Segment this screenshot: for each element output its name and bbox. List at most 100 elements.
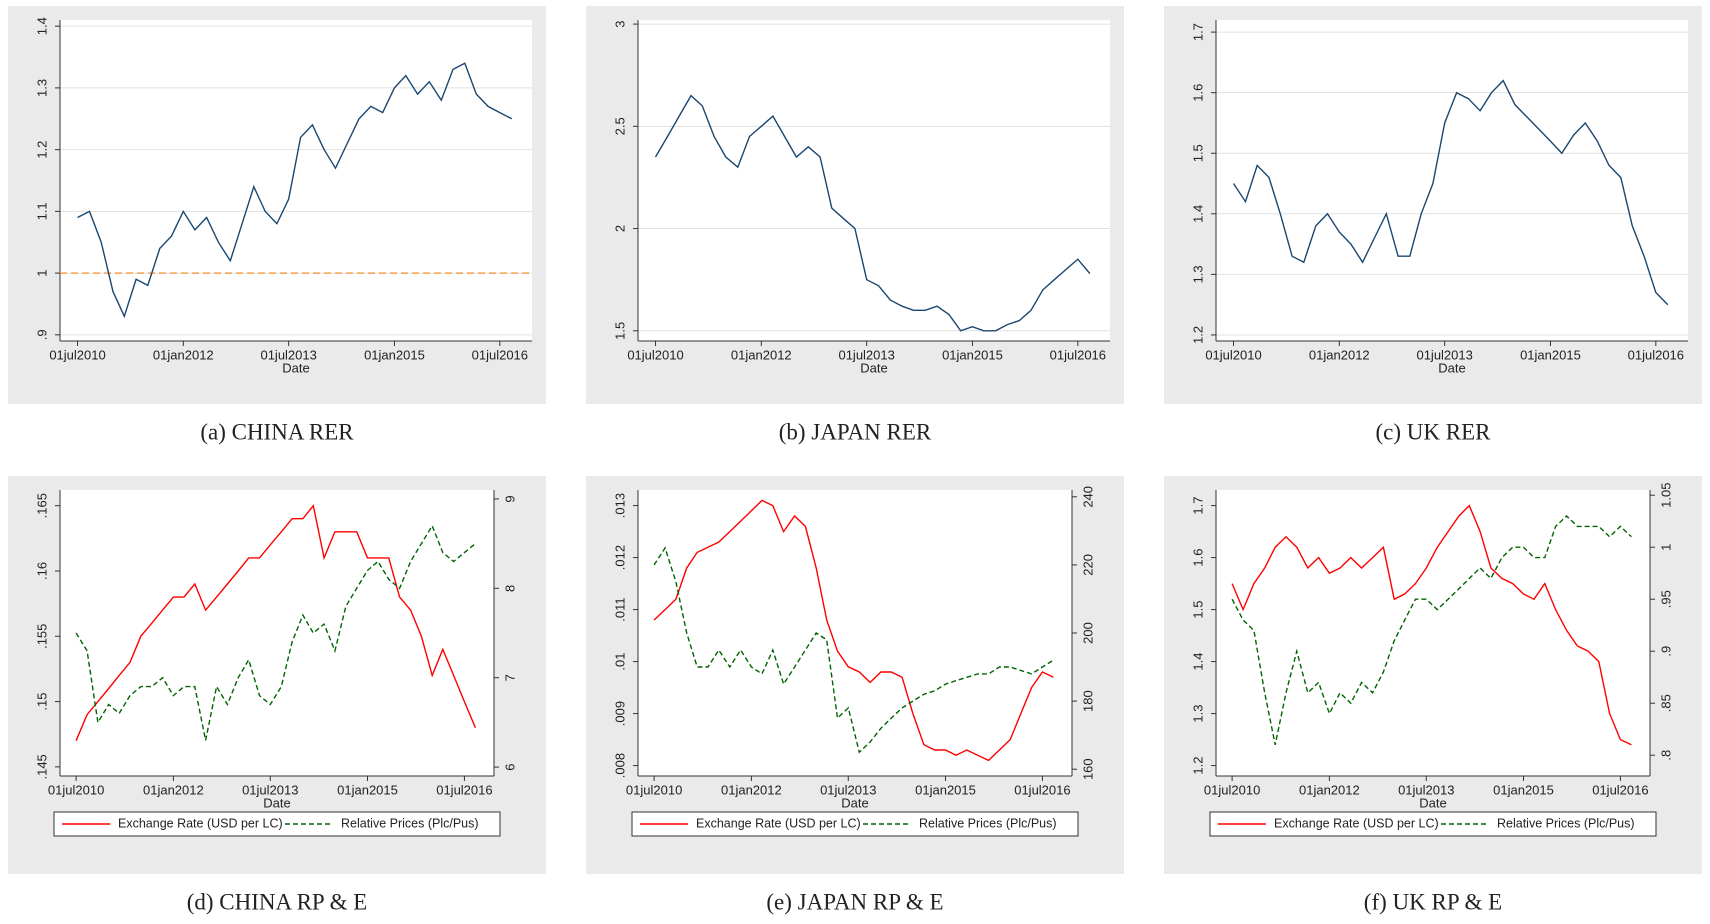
y-tick-label: 2.5	[612, 117, 627, 135]
y-tick-label: 1.3	[1190, 705, 1205, 723]
y2-tick-label: 1	[1658, 544, 1673, 551]
x-tick-label: 01jul2010	[48, 782, 104, 797]
y2-tick-label: 220	[1080, 554, 1095, 576]
legend-label: Exchange Rate (USD per LC)	[696, 816, 861, 830]
x-tick-label: 01jul2016	[436, 782, 492, 797]
y2-tick-label: .8	[1658, 750, 1673, 761]
y-tick-label: .155	[34, 624, 49, 649]
y-tick-label: .15	[34, 693, 49, 711]
caption: (d) CHINA RP & E	[187, 889, 368, 914]
y-tick-label: 1.4	[1190, 653, 1205, 671]
y-tick-label: 1.6	[1190, 549, 1205, 567]
x-axis-title: Date	[1438, 360, 1465, 375]
y-tick-label: 3	[612, 20, 627, 27]
x-tick-label: 01jul2010	[627, 347, 683, 362]
x-tick-label: 01jul2010	[1204, 782, 1260, 797]
series-line	[1231, 515, 1632, 745]
y2-tick-label: 8	[502, 585, 517, 592]
x-tick-label: 01jul2013	[242, 782, 298, 797]
plot-area	[60, 490, 494, 776]
x-axis-title: Date	[282, 360, 309, 375]
y-tick-label: .009	[612, 701, 627, 726]
legend-label: Exchange Rate (USD per LC)	[1274, 816, 1439, 830]
plot-area	[638, 490, 1072, 776]
x-tick-label: 01jul2016	[1592, 782, 1648, 797]
y-tick-label: .011	[612, 597, 627, 621]
x-tick-label: 01jul2013	[1416, 347, 1472, 362]
y2-tick-label: 180	[1080, 690, 1095, 712]
y2-tick-label: 200	[1080, 622, 1095, 644]
x-tick-label: 01jan2012	[731, 347, 792, 362]
plot-area	[60, 20, 532, 341]
y-tick-label: 2	[612, 225, 627, 232]
x-tick-label: 01jul2013	[260, 347, 316, 362]
x-tick-label: 01jan2015	[942, 347, 1003, 362]
y-tick-label: 1.2	[1190, 757, 1205, 775]
x-tick-label: 01jul2016	[1014, 782, 1070, 797]
legend-label: Exchange Rate (USD per LC)	[118, 816, 283, 830]
caption: (b) JAPAN RER	[779, 419, 932, 444]
caption: (c) UK RER	[1376, 419, 1492, 444]
y2-tick-label: 6	[502, 763, 517, 770]
y-tick-label: 1.4	[1190, 205, 1205, 223]
x-axis-title: Date	[1419, 795, 1446, 810]
y2-tick-label: .85	[1658, 694, 1673, 712]
series-line	[653, 546, 1054, 754]
legend-label: Relative Prices (Plc/Pus)	[1497, 816, 1635, 830]
series-line	[653, 499, 1054, 762]
y-tick-label: 1.7	[1190, 497, 1205, 515]
legend-box	[53, 811, 501, 837]
x-tick-label: 01jan2012	[721, 782, 782, 797]
x-tick-label: 01jan2012	[143, 782, 204, 797]
y-tick-label: 1.5	[1190, 601, 1205, 619]
y-tick-label: 1.2	[34, 141, 49, 159]
x-tick-label: 01jan2012	[153, 347, 214, 362]
x-tick-label: 01jan2015	[364, 347, 425, 362]
plot-area	[638, 20, 1110, 341]
y2-tick-label: 160	[1080, 758, 1095, 780]
y-tick-label: 1.2	[1190, 326, 1205, 344]
y-tick-label: .01	[612, 653, 627, 671]
y-tick-label: 1.1	[34, 202, 49, 220]
x-axis-title: Date	[263, 795, 290, 810]
series-line	[1232, 79, 1669, 306]
y-tick-label: .013	[612, 493, 627, 518]
x-tick-label: 01jan2015	[1493, 782, 1554, 797]
y-tick-label: 1.6	[1190, 84, 1205, 102]
y2-tick-label: 9	[502, 495, 517, 502]
x-tick-label: 01jul2013	[820, 782, 876, 797]
y-tick-label: 1.3	[1190, 265, 1205, 283]
series-line	[1231, 504, 1632, 746]
y-tick-label: .9	[34, 329, 49, 340]
y2-tick-label: 7	[502, 674, 517, 681]
y-tick-label: .145	[34, 754, 49, 779]
y-tick-label: 1	[34, 269, 49, 276]
y-tick-label: .165	[34, 493, 49, 518]
legend-box	[1209, 811, 1657, 837]
x-tick-label: 01jan2012	[1309, 347, 1370, 362]
legend-label: Relative Prices (Plc/Pus)	[341, 816, 479, 830]
x-tick-label: 01jul2016	[1628, 347, 1684, 362]
y-tick-label: 1.5	[612, 322, 627, 340]
x-tick-label: 01jul2010	[49, 347, 105, 362]
y-tick-label: 1.7	[1190, 23, 1205, 41]
x-tick-label: 01jul2013	[1398, 782, 1454, 797]
y-tick-label: 1.5	[1190, 144, 1205, 162]
x-axis-title: Date	[860, 360, 887, 375]
y-tick-label: 1.4	[34, 17, 49, 35]
y-tick-label: .008	[612, 753, 627, 778]
x-tick-label: 01jan2015	[337, 782, 398, 797]
legend-label: Relative Prices (Plc/Pus)	[919, 816, 1057, 830]
caption: (f) UK RP & E	[1364, 889, 1502, 914]
plot-area	[1216, 490, 1650, 776]
caption: (a) CHINA RER	[200, 419, 354, 444]
series-line	[77, 62, 513, 319]
x-tick-label: 01jul2016	[472, 347, 528, 362]
x-tick-label: 01jul2010	[626, 782, 682, 797]
x-axis-title: Date	[841, 795, 868, 810]
series-line	[75, 504, 477, 741]
y2-tick-label: 240	[1080, 486, 1095, 508]
x-tick-label: 01jan2015	[915, 782, 976, 797]
y-tick-label: .16	[34, 562, 49, 580]
